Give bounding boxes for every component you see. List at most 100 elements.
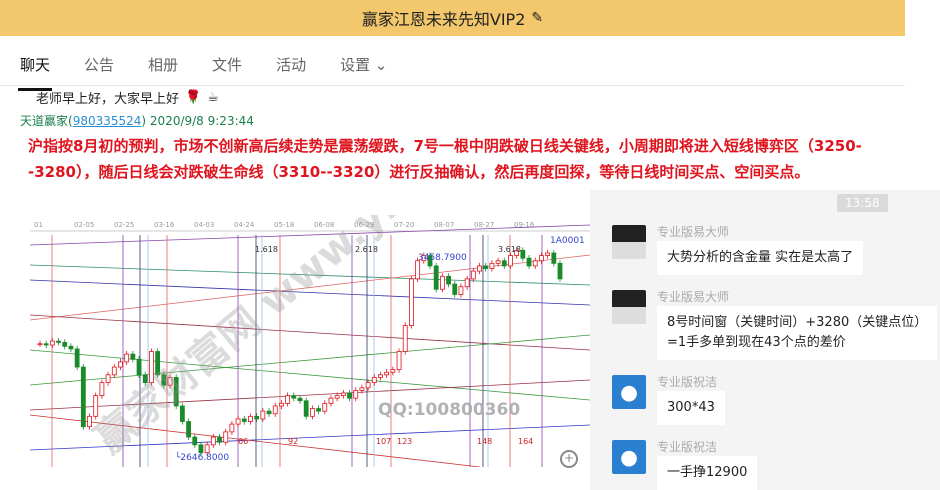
- high-label: 3458.7900: [418, 253, 467, 263]
- candle-body: [483, 265, 489, 269]
- candle-body: [210, 436, 216, 446]
- candle-body: [272, 405, 278, 415]
- candle-body: [223, 431, 229, 443]
- candle-body: [347, 392, 352, 399]
- candle-body: [495, 260, 501, 264]
- tab-bar: 聊天 公告 相册 文件 活动 设置 ⌄: [0, 50, 905, 91]
- tab-album[interactable]: 相册: [148, 56, 179, 74]
- analysis-message: 沪指按8月初的预判，市场不创新高后续走势是震荡缓跌，7号一根中阴跌破日线关键线，…: [28, 137, 862, 181]
- candle-body: [359, 387, 365, 391]
- candle-body: [421, 255, 427, 262]
- candle-body: [464, 278, 470, 288]
- candle-body: [477, 265, 482, 272]
- qq-watermark: QQ:100800360: [378, 400, 520, 420]
- chart-image[interactable]: 01 02-05 02-25 03-16 04-03 04-24 05-18 06-08 06-…: [29, 0, 638, 468]
- greeting-message: 老师早上好，大家早上好 🌹 ☕: [36, 88, 219, 107]
- chat-bubble: 8号时间窗（关键时间）+3280（关键点位） =1手多单到现在43个点的差价: [657, 306, 938, 360]
- low-label: └2646.8000: [175, 451, 229, 463]
- candle-body: [439, 275, 445, 290]
- candle-body: [111, 366, 117, 376]
- candle-body: [446, 275, 451, 285]
- x-tick-label: 01: [34, 221, 43, 229]
- fib-label: 3.618: [498, 245, 521, 254]
- candle-body: [149, 351, 154, 384]
- doraemon-avatar[interactable]: [612, 440, 646, 474]
- candle-body: [291, 395, 297, 399]
- candle-body: [161, 374, 167, 386]
- candle-body: [334, 395, 340, 399]
- x-tick-label: 08-27: [474, 221, 494, 229]
- x-tick-label: 05-18: [274, 221, 294, 229]
- bar-count-label: 92: [288, 437, 298, 446]
- candle-body: [254, 415, 260, 420]
- tab-announcement[interactable]: 公告: [84, 56, 115, 74]
- candle-body: [452, 283, 458, 295]
- candle-body: [470, 270, 476, 280]
- candle-body: [68, 345, 74, 350]
- rose-icon: 🌹: [185, 90, 202, 105]
- chat-line: 8号时间窗（关键时间）+3280（关键点位）: [667, 315, 928, 330]
- candle-body: [526, 257, 532, 267]
- chat-bubble: 300*43: [657, 391, 725, 425]
- candle-body: [285, 395, 291, 404]
- bar-count-label: 66: [238, 437, 248, 446]
- candle-body: [384, 371, 390, 376]
- x-tick-label: 04-24: [234, 221, 255, 229]
- tab-settings[interactable]: 设置 ⌄: [340, 56, 388, 74]
- doraemon-avatar[interactable]: [612, 375, 646, 409]
- chat-time: 13:58: [837, 194, 888, 212]
- x-tick-label: 08-07: [434, 221, 454, 229]
- candle-body: [396, 351, 402, 371]
- trend-line: [29, 414, 481, 468]
- tab-files[interactable]: 文件: [212, 56, 243, 74]
- candle-body: [303, 400, 309, 417]
- anime-avatar[interactable]: [612, 225, 646, 259]
- candle-body: [37, 343, 43, 346]
- tab-activity[interactable]: 活动: [276, 56, 307, 74]
- zoom-in-icon[interactable]: +: [560, 450, 578, 468]
- candle-body: [520, 249, 526, 259]
- candle-body: [279, 402, 284, 407]
- candle-body: [62, 342, 68, 347]
- candle-body: [80, 366, 86, 428]
- x-tick-label: 04-03: [194, 221, 214, 229]
- candle-body: [353, 389, 359, 399]
- candle-body: [99, 382, 105, 396]
- candle-body: [192, 436, 198, 446]
- x-tick-label: 07-20: [394, 221, 414, 229]
- sender-id-link[interactable]: 980335524: [72, 114, 142, 128]
- window-title-bar: 赢家江恩未来先知VIP2 ✎: [0, 0, 905, 36]
- candle-body: [56, 340, 61, 343]
- candle-body: [328, 397, 334, 404]
- candle-body: [266, 410, 272, 415]
- candle-body: [124, 353, 130, 363]
- paren: ): [141, 114, 147, 128]
- tab-chat[interactable]: 聊天: [6, 50, 64, 91]
- candle-body: [229, 423, 235, 433]
- candle-body: [173, 377, 179, 407]
- candle-body: [204, 444, 210, 454]
- bar-count-label: 148: [477, 437, 492, 446]
- candle-body: [186, 421, 191, 438]
- candle-body: [309, 408, 315, 417]
- candle-body: [539, 255, 544, 262]
- group-title: 赢家江恩未来先知VIP2: [361, 10, 526, 29]
- fib-label: 1.618: [255, 245, 278, 254]
- x-tick-label: 09-16: [514, 221, 535, 229]
- pencil-icon[interactable]: ✎: [531, 10, 544, 26]
- candle-body: [433, 265, 439, 290]
- candle-body: [136, 358, 142, 376]
- code-label: 1A0001: [550, 236, 585, 246]
- sender-name: 天道赢家(: [20, 114, 73, 128]
- x-tick-label: 06-29: [354, 221, 374, 229]
- coffee-icon: ☕: [207, 90, 219, 105]
- chat-sender: 专业版祝洁: [657, 440, 718, 454]
- kline-chart: 01 02-05 02-25 03-16 04-03 04-24 05-18 06-08 06-…: [29, 0, 638, 468]
- candle-body: [74, 348, 80, 368]
- candle-body: [297, 397, 303, 402]
- candle-body: [551, 252, 557, 264]
- candle-body: [167, 377, 173, 386]
- candle-body: [378, 374, 383, 378]
- anime-avatar[interactable]: [612, 290, 646, 324]
- candle-body: [87, 415, 92, 428]
